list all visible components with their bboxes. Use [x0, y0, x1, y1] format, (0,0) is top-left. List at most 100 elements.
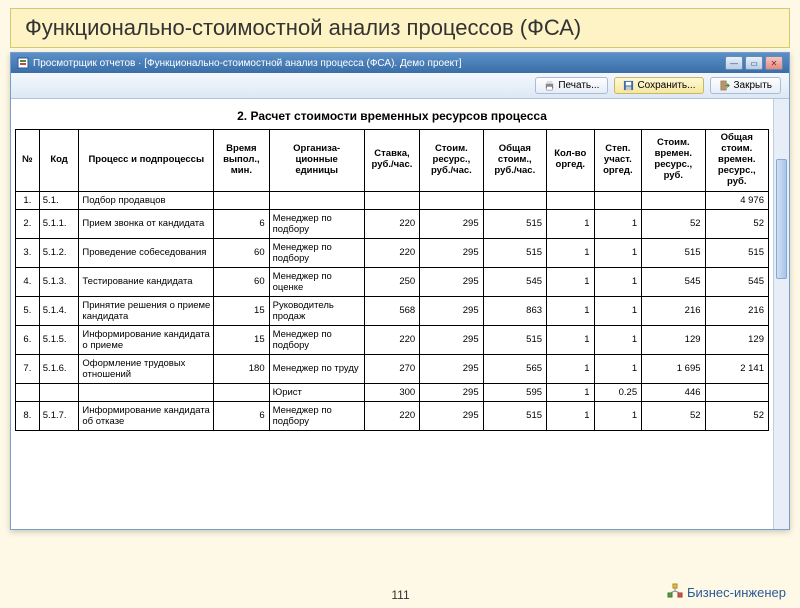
cell-res: [420, 191, 483, 209]
cell-ttr: 129: [705, 325, 768, 354]
cell-qty: 1: [547, 209, 595, 238]
maximize-button[interactable]: ▭: [745, 56, 763, 70]
brand: Бизнес-инженер: [667, 583, 786, 602]
table-row: 3.5.1.2.Проведение собеседования60Менедж…: [16, 238, 769, 267]
cell-code: 5.1.7.: [39, 401, 79, 430]
cell-trc: [642, 191, 705, 209]
cell-time: 180: [214, 354, 269, 383]
cell-time: 60: [214, 238, 269, 267]
col-total_time_res: Общаястоим.времен.ресурс.,руб.: [705, 130, 768, 192]
data-table: №КодПроцесс и подпроцессыВремявыпол.,мин…: [15, 129, 769, 431]
vertical-scrollbar[interactable]: [773, 99, 789, 529]
cell-rate: 250: [364, 267, 419, 296]
cell-res: 295: [420, 296, 483, 325]
cell-total: 595: [483, 383, 546, 401]
window-title: Просмотрщик отчетов · [Функционально-сто…: [33, 58, 461, 69]
cell-qty: 1: [547, 325, 595, 354]
col-qty: Кол-вооргед.: [547, 130, 595, 192]
cell-trc: 216: [642, 296, 705, 325]
cell-n: 4.: [16, 267, 40, 296]
save-button[interactable]: Сохранить...: [614, 77, 704, 94]
cell-code: 5.1.: [39, 191, 79, 209]
cell-total: 515: [483, 325, 546, 354]
cell-qty: 1: [547, 267, 595, 296]
cell-total: 515: [483, 209, 546, 238]
close-door-icon: [719, 80, 730, 91]
cell-part: 0.25: [594, 383, 642, 401]
cell-time: 60: [214, 267, 269, 296]
cell-qty: 1: [547, 296, 595, 325]
app-window: Просмотрщик отчетов · [Функционально-сто…: [10, 52, 790, 530]
cell-rate: [364, 191, 419, 209]
cell-ttr: 4 976: [705, 191, 768, 209]
cell-trc: 129: [642, 325, 705, 354]
cell-n: 2.: [16, 209, 40, 238]
minimize-button[interactable]: —: [725, 56, 743, 70]
cell-ttr: 515: [705, 238, 768, 267]
close-window-button[interactable]: ✕: [765, 56, 783, 70]
cell-time: 15: [214, 325, 269, 354]
cell-time: 6: [214, 401, 269, 430]
brand-text: Бизнес-инженер: [687, 585, 786, 600]
cell-qty: 1: [547, 354, 595, 383]
col-time: Времявыпол.,мин.: [214, 130, 269, 192]
cell-n: 8.: [16, 401, 40, 430]
cell-ttr: 2 141: [705, 354, 768, 383]
cell-res: 295: [420, 383, 483, 401]
cell-org: Менеджер по подбору: [269, 325, 364, 354]
cell-part: 1: [594, 238, 642, 267]
print-label: Печать...: [558, 80, 599, 91]
window-titlebar: Просмотрщик отчетов · [Функционально-сто…: [11, 53, 789, 73]
cell-rate: 220: [364, 401, 419, 430]
cell-rate: 220: [364, 209, 419, 238]
cell-part: 1: [594, 354, 642, 383]
report-area: 2. Расчет стоимости временных ресурсов п…: [11, 99, 789, 529]
cell-res: 295: [420, 209, 483, 238]
cell-n: 7.: [16, 354, 40, 383]
slide-title: Функционально-стоимостной анализ процесс…: [10, 8, 790, 48]
cell-time: 6: [214, 209, 269, 238]
cell-total: 565: [483, 354, 546, 383]
cell-part: 1: [594, 401, 642, 430]
cell-total: 863: [483, 296, 546, 325]
cell-org: Менеджер по труду: [269, 354, 364, 383]
cell-res: 295: [420, 354, 483, 383]
cell-n: 1.: [16, 191, 40, 209]
col-process: Процесс и подпроцессы: [79, 130, 214, 192]
col-total_cost: Общаястоим.,руб./час.: [483, 130, 546, 192]
cell-org: Менеджер по оценке: [269, 267, 364, 296]
print-button[interactable]: Печать...: [535, 77, 608, 94]
table-row: 4.5.1.3.Тестирование кандидата60Менеджер…: [16, 267, 769, 296]
cell-trc: 52: [642, 401, 705, 430]
col-time_res_cost: Стоим.времен.ресурс.,руб.: [642, 130, 705, 192]
cell-n: 6.: [16, 325, 40, 354]
save-label: Сохранить...: [637, 80, 695, 91]
close-button[interactable]: Закрыть: [710, 77, 781, 94]
cell-n: 5.: [16, 296, 40, 325]
cell-part: 1: [594, 296, 642, 325]
cell-code: 5.1.2.: [39, 238, 79, 267]
cell-ttr: 52: [705, 209, 768, 238]
cell-time: [214, 383, 269, 401]
cell-n: [16, 383, 40, 401]
cell-code: 5.1.3.: [39, 267, 79, 296]
window-controls: — ▭ ✕: [725, 56, 783, 70]
col-rate: Ставка,руб./час.: [364, 130, 419, 192]
close-label: Закрыть: [733, 80, 772, 91]
cell-process: Прием звонка от кандидата: [79, 209, 214, 238]
table-row: 6.5.1.5.Информирование кандидата о прием…: [16, 325, 769, 354]
col-n: №: [16, 130, 40, 192]
cell-org: Руководитель продаж: [269, 296, 364, 325]
table-row: Юрист30029559510.25446: [16, 383, 769, 401]
cell-org: Менеджер по подбору: [269, 401, 364, 430]
cell-org: Менеджер по подбору: [269, 238, 364, 267]
cell-process: [79, 383, 214, 401]
scroll-thumb[interactable]: [776, 159, 787, 279]
cell-process: Оформление трудовых отношений: [79, 354, 214, 383]
col-code: Код: [39, 130, 79, 192]
cell-rate: 220: [364, 325, 419, 354]
save-icon: [623, 80, 634, 91]
cell-qty: 1: [547, 383, 595, 401]
cell-code: [39, 383, 79, 401]
cell-process: Принятие решения о приеме кандидата: [79, 296, 214, 325]
